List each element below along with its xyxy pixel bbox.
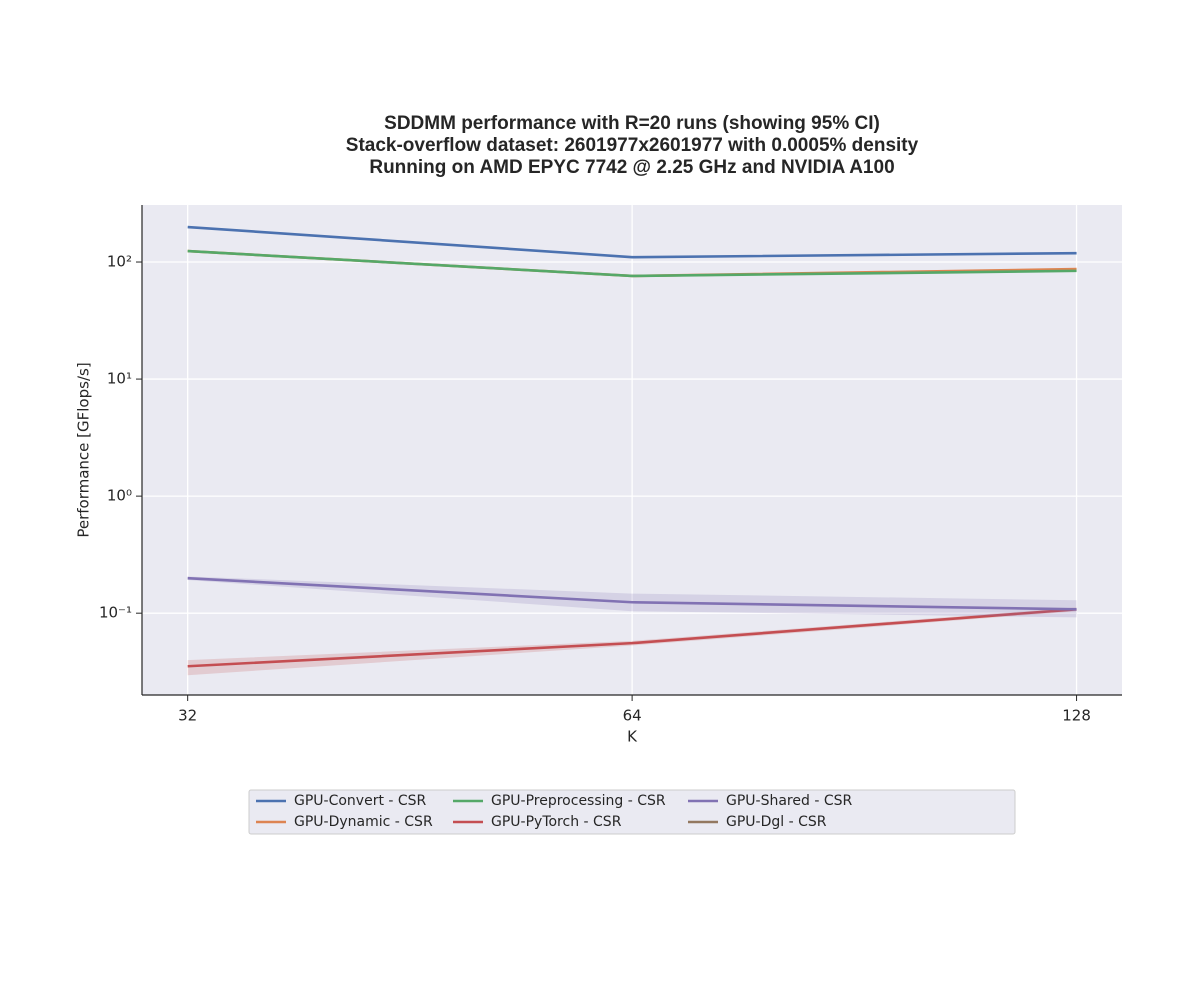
ci-band xyxy=(187,576,1077,618)
x-tick-label: 128 xyxy=(1062,707,1091,725)
legend-label: GPU-Preprocessing - CSR xyxy=(491,793,666,809)
chart-title: Running on AMD EPYC 7742 @ 2.25 GHz and … xyxy=(369,157,894,178)
x-axis-label: K xyxy=(627,728,638,746)
chart-title: SDDMM performance with R=20 runs (showin… xyxy=(384,113,880,134)
x-tick-label: 32 xyxy=(178,707,197,725)
series-line xyxy=(187,576,1077,611)
ci-band xyxy=(187,607,1077,676)
legend-label: GPU-PyTorch - CSR xyxy=(491,814,622,830)
legend-label: GPU-Dynamic - CSR xyxy=(294,814,433,830)
series-line xyxy=(187,607,1077,668)
y-tick-label: 10⁻¹ xyxy=(99,604,132,622)
y-tick-label: 10¹ xyxy=(107,370,132,388)
x-tick-label: 64 xyxy=(623,707,642,725)
legend-label: GPU-Convert - CSR xyxy=(294,793,427,809)
legend-label: GPU-Shared - CSR xyxy=(726,793,852,809)
y-tick-label: 10⁰ xyxy=(107,487,132,505)
legend xyxy=(248,789,1016,835)
y-axis-label: Performance [GFlops/s] xyxy=(75,362,93,537)
series-line xyxy=(187,225,1077,259)
legend-label: GPU-Dgl - CSR xyxy=(726,814,827,830)
series-line xyxy=(187,249,1077,278)
y-tick-label: 10² xyxy=(107,253,132,271)
chart-title: Stack-overflow dataset: 2601977x2601977 … xyxy=(346,135,919,156)
